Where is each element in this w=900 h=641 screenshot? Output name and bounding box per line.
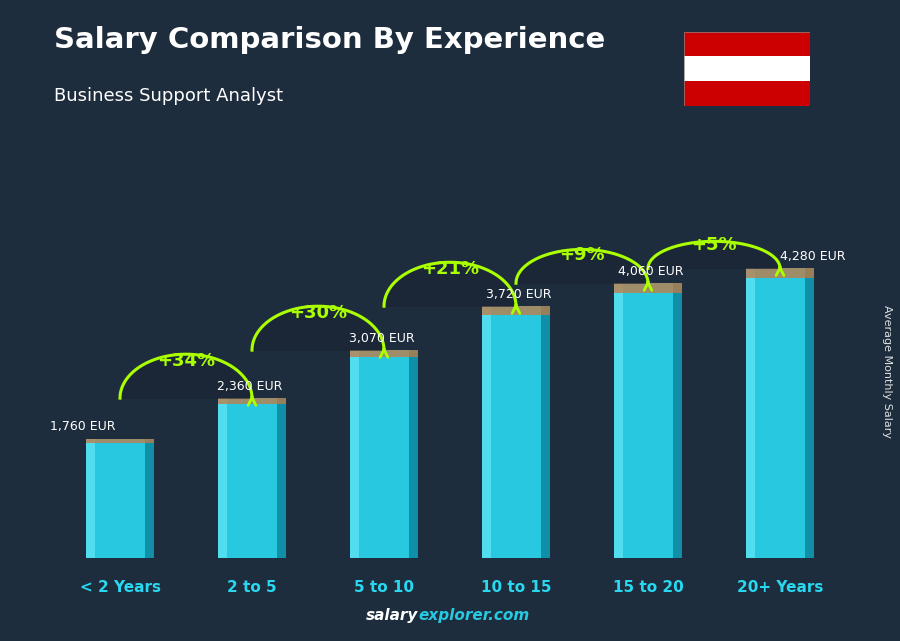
Bar xyxy=(542,306,550,558)
Bar xyxy=(350,350,418,558)
Polygon shape xyxy=(120,354,252,398)
Text: +5%: +5% xyxy=(691,237,737,254)
Bar xyxy=(277,398,286,558)
Bar xyxy=(614,283,623,558)
Bar xyxy=(86,438,154,443)
Polygon shape xyxy=(384,262,516,306)
Text: +21%: +21% xyxy=(421,260,479,278)
Bar xyxy=(614,283,682,293)
Bar xyxy=(673,283,682,558)
Bar xyxy=(350,350,358,558)
Bar xyxy=(218,398,286,558)
Bar xyxy=(746,269,814,278)
Bar xyxy=(146,438,154,558)
Bar xyxy=(218,398,286,404)
Text: 2,360 EUR: 2,360 EUR xyxy=(217,379,282,393)
Text: explorer.com: explorer.com xyxy=(418,608,530,623)
Bar xyxy=(482,306,550,558)
Polygon shape xyxy=(252,306,384,350)
Bar xyxy=(806,269,814,558)
Bar xyxy=(746,269,814,558)
Bar xyxy=(684,56,810,81)
Bar xyxy=(482,306,490,558)
Bar xyxy=(350,350,418,358)
Bar xyxy=(746,269,754,558)
Bar xyxy=(482,306,550,315)
Bar xyxy=(684,32,810,56)
Text: 10 to 15: 10 to 15 xyxy=(481,580,551,595)
Bar xyxy=(614,283,682,558)
Bar xyxy=(410,350,418,558)
Text: 15 to 20: 15 to 20 xyxy=(613,580,683,595)
Text: 20+ Years: 20+ Years xyxy=(737,580,824,595)
Bar xyxy=(86,438,154,558)
Text: 2 to 5: 2 to 5 xyxy=(227,580,277,595)
Text: 3,070 EUR: 3,070 EUR xyxy=(348,332,414,345)
Text: Salary Comparison By Experience: Salary Comparison By Experience xyxy=(54,26,605,54)
Bar xyxy=(218,398,227,558)
Text: salary: salary xyxy=(366,608,418,623)
Polygon shape xyxy=(516,249,648,283)
Text: 3,720 EUR: 3,720 EUR xyxy=(486,288,552,301)
Text: Average Monthly Salary: Average Monthly Salary xyxy=(881,305,892,438)
Text: +30%: +30% xyxy=(289,304,347,322)
Text: Business Support Analyst: Business Support Analyst xyxy=(54,87,284,104)
Bar xyxy=(684,81,810,106)
Text: +9%: +9% xyxy=(559,246,605,263)
Text: 4,060 EUR: 4,060 EUR xyxy=(618,265,683,278)
Polygon shape xyxy=(648,241,780,269)
Text: < 2 Years: < 2 Years xyxy=(79,580,160,595)
Bar xyxy=(86,438,94,558)
Text: 4,280 EUR: 4,280 EUR xyxy=(780,250,846,263)
Text: 1,760 EUR: 1,760 EUR xyxy=(50,420,116,433)
Text: 5 to 10: 5 to 10 xyxy=(354,580,414,595)
Text: +34%: +34% xyxy=(157,352,215,370)
